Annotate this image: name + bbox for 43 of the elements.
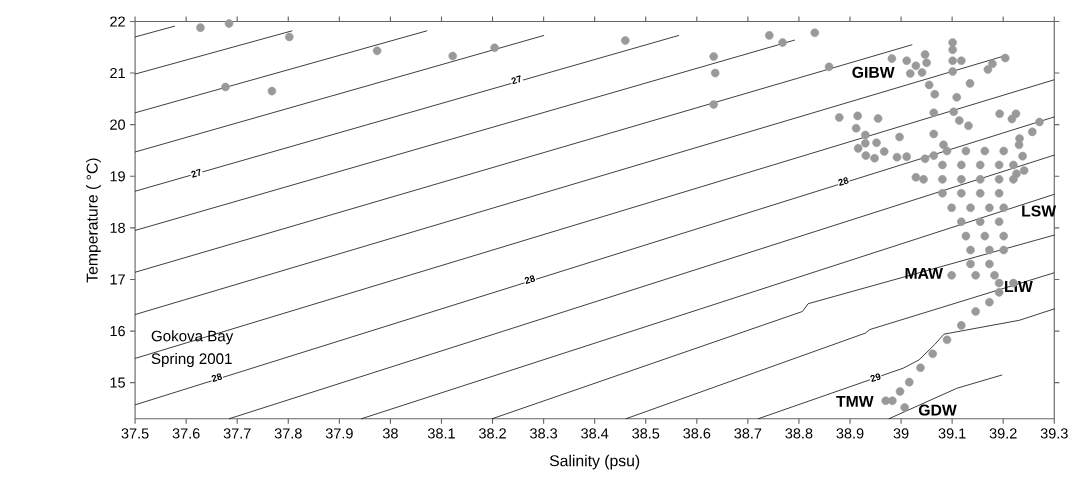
line-series [757,308,1055,420]
x-tick-label: 38 [382,428,398,439]
y-tick-label: 22 [110,16,125,27]
x-tick-label: 38.1 [427,428,455,439]
x-tick-label: 37.5 [121,428,149,439]
annotation: 29 [870,373,881,383]
y-tick-label: 17 [110,274,125,285]
y-tick-label: 20 [110,119,126,131]
x-tick-label: 38.9 [836,428,864,439]
x-tick-label: 39 [893,428,909,439]
annotation: Spring 2001 [151,353,232,368]
annotation: GIBW [852,66,895,79]
x-tick-label: 39.2 [989,428,1017,439]
annotation: 28 [838,177,849,187]
x-tick-label: 38.3 [530,428,558,439]
x-tick-label: 39.1 [938,428,966,439]
y-tick-label: 18 [110,222,125,234]
x-tick-label: 38.7 [734,428,762,439]
x-tick-label: 37.9 [325,428,353,439]
x-tick-label: 37.7 [223,428,251,439]
annotation: TMW [836,396,874,407]
annotation: 28 [211,373,223,383]
x-axis-title: Salinity (psu) [549,454,640,470]
x-tick-label: 37.8 [274,428,302,439]
x-tick-label: 38.6 [683,428,711,439]
y-axis-title: Temperature ( °C) [86,158,101,283]
y-tick-label: 15 [110,377,125,388]
annotation: GDW [918,404,957,416]
x-tick-label: 38.8 [785,428,813,439]
x-tick-label: 38.4 [581,428,609,439]
annotation: 28 [524,275,536,285]
annotation: LSW [1022,205,1057,217]
x-tick-label: 38.2 [479,428,506,439]
x-tick-label: 38.5 [632,428,660,439]
annotation: Gokova Bay [151,330,234,345]
x-tick-label: 39.3 [1040,428,1068,439]
x-tick-label: 37.6 [172,428,200,439]
y-tick-label: 19 [110,171,125,182]
annotation: 27 [191,168,201,178]
annotation: 27 [511,75,521,85]
y-tick-label: 21 [110,68,125,79]
line-series [491,234,1055,420]
y-tick-label: 16 [110,326,125,337]
